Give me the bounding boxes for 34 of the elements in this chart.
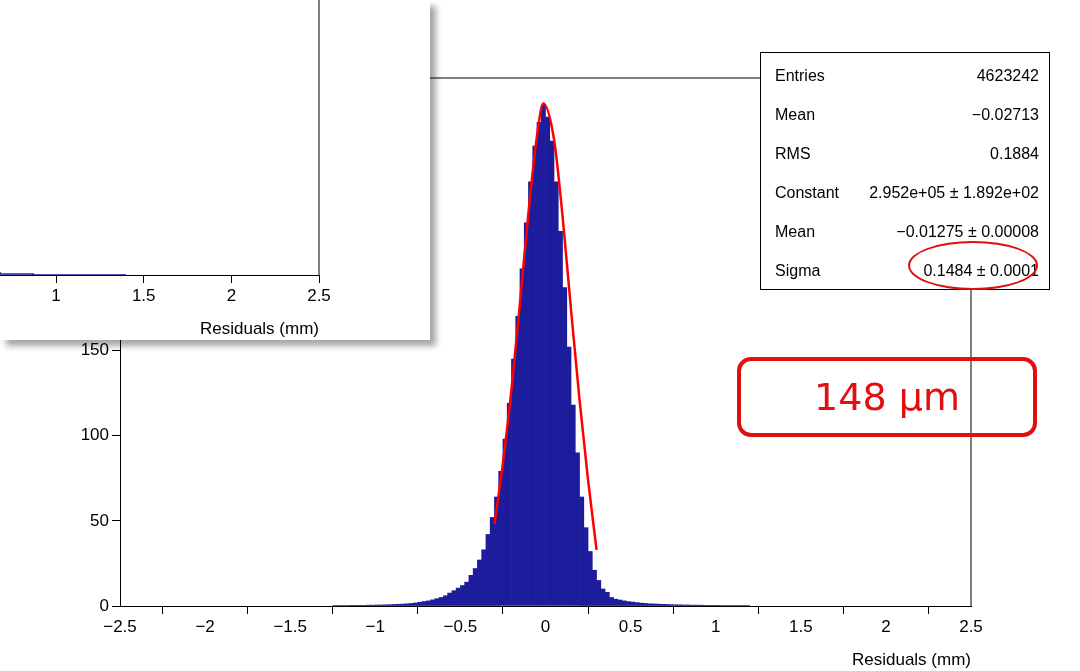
annotation: Constant <box>775 183 840 203</box>
x-tick-label: 0 <box>540 616 551 636</box>
annotation: 148 μm <box>814 375 960 419</box>
y-tick-label: 100 <box>80 425 109 445</box>
text: 0.1884 <box>990 144 1039 164</box>
x-tick-label: −1.5 <box>273 616 307 636</box>
x-tick-label: 2 <box>226 285 237 305</box>
annotation: Mean <box>775 105 816 125</box>
x-axis-title: Residuals (mm) <box>851 650 971 670</box>
text: 4623242 <box>976 66 1039 86</box>
x-tick-label: 1.5 <box>788 616 813 636</box>
x-tick-label: −1 <box>365 616 385 636</box>
x-tick-label: 2 <box>881 616 891 636</box>
x-tick-label: −2 <box>195 616 215 636</box>
annotation: RMS <box>775 144 811 164</box>
annotation: Entries <box>775 66 825 86</box>
x-tick-label: 0.5 <box>618 616 643 636</box>
x-tick-label: −0.5 <box>443 616 478 636</box>
annotation: −0.01275 ± 0.00008 <box>896 222 1039 242</box>
x-tick-label: 2.5 <box>959 616 983 636</box>
x-tick-label: 2.5 <box>307 285 331 305</box>
x-axis-title: Residuals (mm) <box>199 319 319 339</box>
x-tick-label: 1.5 <box>131 285 156 305</box>
y-tick-label: 150 <box>80 340 109 360</box>
y-tick-label: 50 <box>90 510 109 530</box>
rounded-box-outline: 148 μm <box>737 357 1037 437</box>
x-tick-label: −2.5 <box>103 616 137 636</box>
x-tick-label: 1 <box>51 285 61 305</box>
x-tick-label: 1 <box>710 616 721 636</box>
y-tick-label: 0 <box>99 595 109 615</box>
annotation: 2.952e+05 ± 1.892e+02 <box>869 183 1039 203</box>
annotation: Mean <box>775 222 816 242</box>
text: −0.02713 <box>971 105 1039 125</box>
annotation: Sigma <box>775 261 821 281</box>
